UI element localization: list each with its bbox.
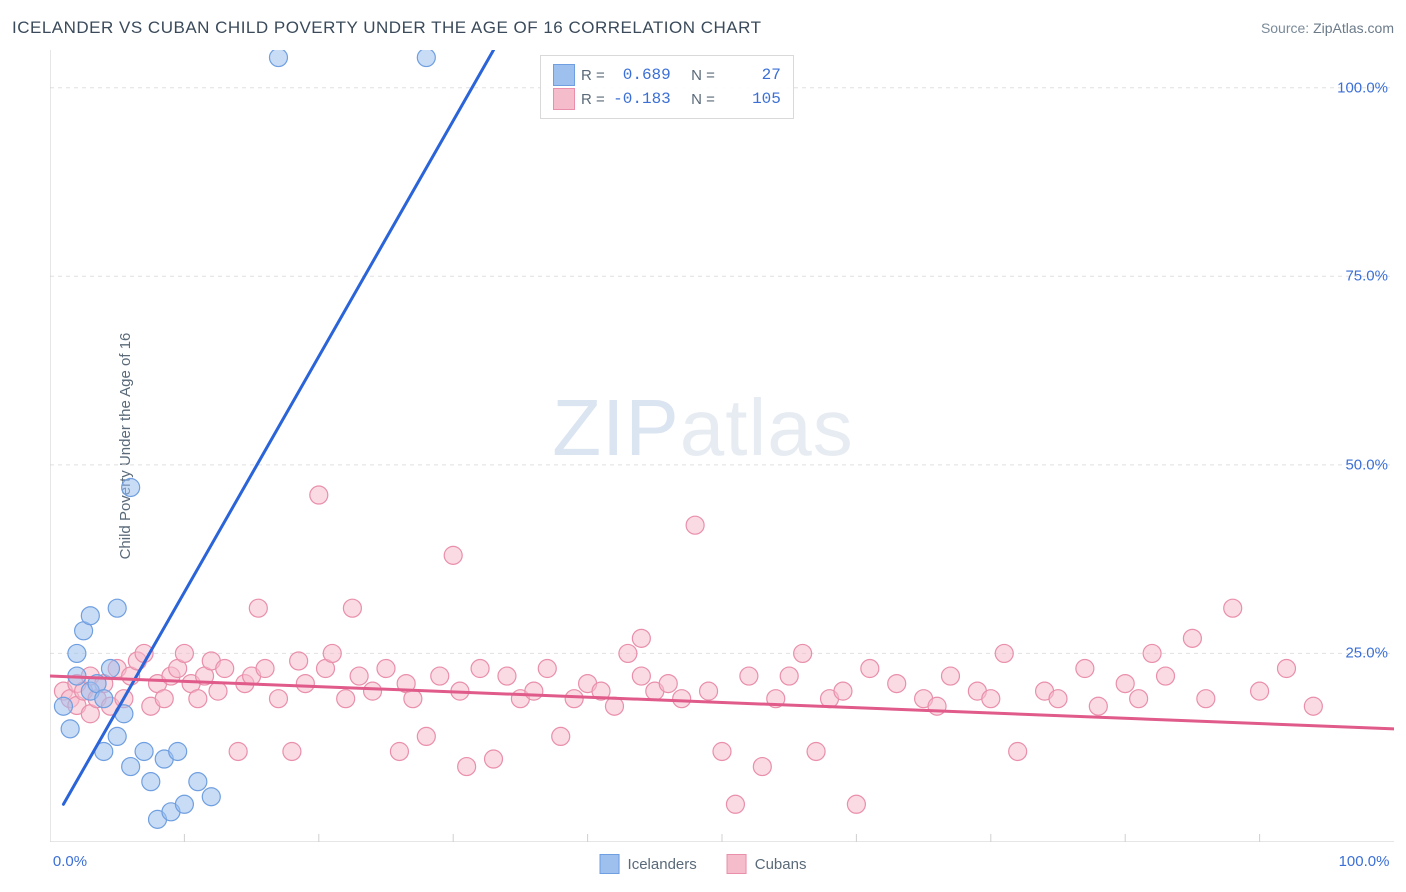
y-tick-label: 25.0%: [1345, 645, 1388, 662]
correlation-legend: R = 0.689 N = 27 R = -0.183 N = 105: [540, 55, 794, 119]
legend-item-icelanders: Icelanders: [600, 854, 697, 874]
chart-source: Source: ZipAtlas.com: [1261, 20, 1394, 36]
n-value-icelanders: 27: [721, 66, 781, 84]
n-label: N =: [691, 91, 715, 108]
series-legend: Icelanders Cubans: [600, 854, 807, 874]
y-tick-label: 50.0%: [1345, 456, 1388, 473]
plot-area: [50, 50, 1394, 842]
scatter-plot-svg: [50, 50, 1394, 842]
legend-label-icelanders: Icelanders: [628, 856, 697, 873]
x-tick-label: 0.0%: [53, 853, 87, 870]
n-label: N =: [691, 67, 715, 84]
legend-label-cubans: Cubans: [755, 856, 807, 873]
r-label: R =: [581, 67, 605, 84]
legend-row-cubans: R = -0.183 N = 105: [553, 88, 781, 110]
n-value-cubans: 105: [721, 90, 781, 108]
x-tick-label: 100.0%: [1339, 853, 1390, 870]
source-prefix: Source:: [1261, 20, 1313, 36]
source-link[interactable]: ZipAtlas.com: [1313, 20, 1394, 36]
legend-item-cubans: Cubans: [727, 854, 807, 874]
legend-swatch-icelanders: [553, 64, 575, 86]
r-label: R =: [581, 91, 605, 108]
y-tick-label: 100.0%: [1337, 79, 1388, 96]
legend-row-icelanders: R = 0.689 N = 27: [553, 64, 781, 86]
legend-swatch-cubans: [727, 854, 747, 874]
chart-title: ICELANDER VS CUBAN CHILD POVERTY UNDER T…: [12, 18, 761, 38]
r-value-cubans: -0.183: [611, 90, 671, 108]
r-value-icelanders: 0.689: [611, 66, 671, 84]
legend-swatch-cubans: [553, 88, 575, 110]
chart-header: ICELANDER VS CUBAN CHILD POVERTY UNDER T…: [12, 18, 1394, 38]
legend-swatch-icelanders: [600, 854, 620, 874]
y-tick-label: 75.0%: [1345, 268, 1388, 285]
